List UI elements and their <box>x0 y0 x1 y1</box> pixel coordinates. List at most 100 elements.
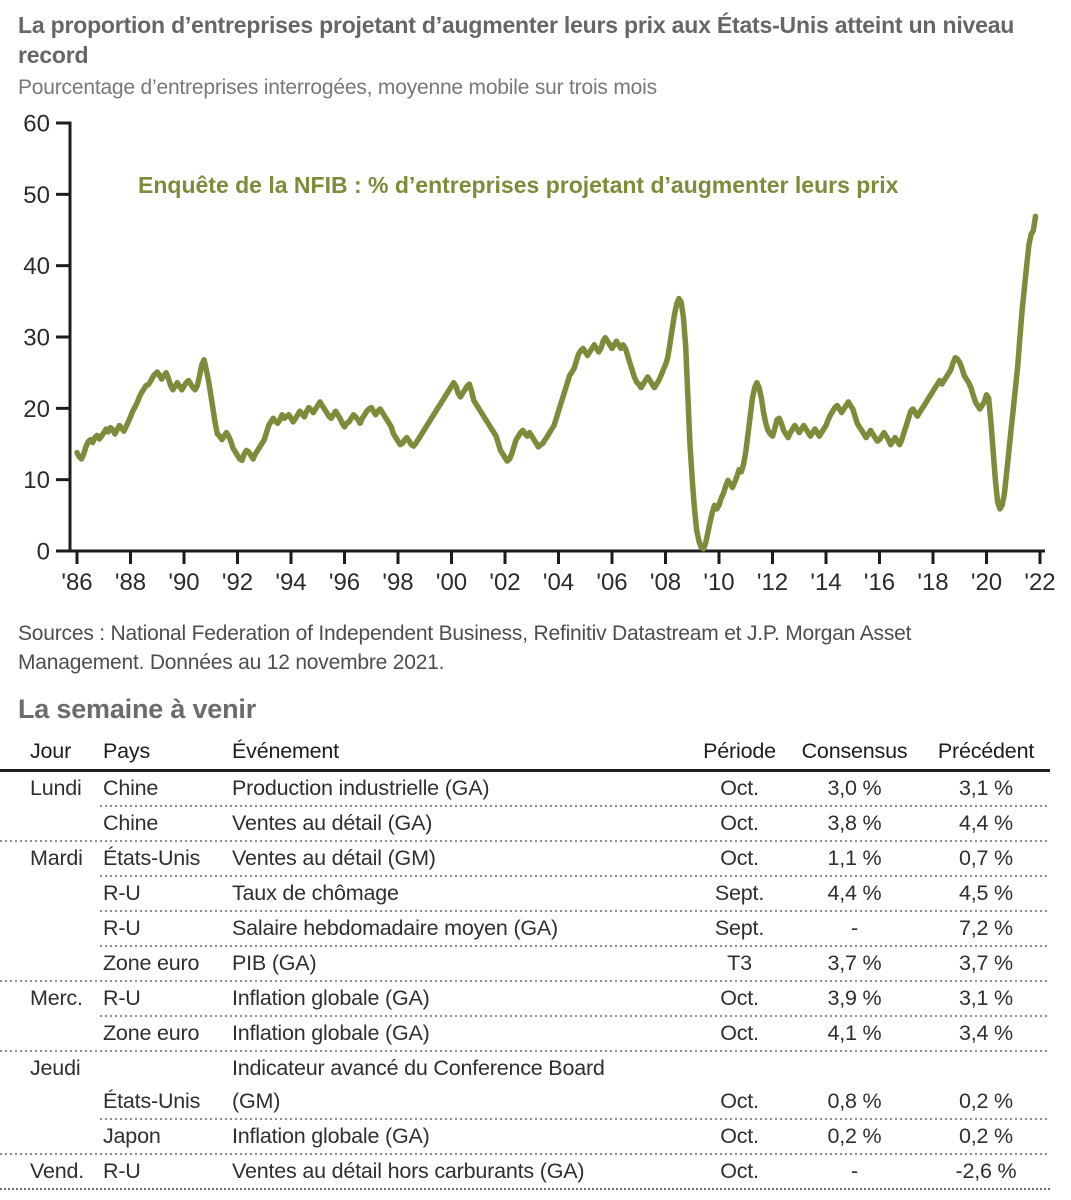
y-tick-label: 30 <box>23 324 50 351</box>
cell-evenement: Inflation globale (GA) <box>232 1020 430 1045</box>
row-separator <box>100 1014 1050 1017</box>
x-tick-label: '98 <box>382 569 413 596</box>
cell-periode: Oct. <box>720 775 759 800</box>
cell-jour: Lundi <box>30 775 82 800</box>
table-row: Mardi États-Unis Ventes au détail (GM) Oct.… <box>30 842 1050 875</box>
cell-jour: Mardi <box>30 845 83 870</box>
cell-precedent: 0,7 % <box>959 845 1013 870</box>
row-separator <box>100 909 1050 912</box>
chart-canvas: 0 10 20 30 40 50 60 '86 '88 '90 '92 '94 '96 '98 '00 '02… <box>23 110 1055 596</box>
chart-header: La proportion d’entreprises projetant d’… <box>0 0 1071 100</box>
cell-periode: Oct. <box>720 810 759 835</box>
x-tick-label: '02 <box>489 569 520 596</box>
y-tick-label: 40 <box>23 253 50 280</box>
col-header-precedent: Précédent <box>937 739 1035 764</box>
cell-evenement: Inflation globale (GA) <box>232 1123 430 1148</box>
row-separator <box>100 944 1050 947</box>
cell-consensus: 3,8 % <box>827 810 882 835</box>
cell-periode: Oct. <box>720 1088 759 1113</box>
cell-pays: R-U <box>103 1158 141 1183</box>
cell-evenement: Inflation globale (GA) <box>232 985 430 1010</box>
nfib-line-chart: 0 10 20 30 40 50 60 '86 '88 '90 '92 '94 '96 '98 '00 '02… <box>0 106 1071 608</box>
table-row: Lundi Chine Production industrielle (GA) Oc… <box>30 772 1050 805</box>
y-tick-label: 10 <box>23 467 50 494</box>
week-ahead-heading: La semaine à venir <box>18 693 257 724</box>
cell-jour: Merc. <box>30 985 83 1010</box>
cell-pays: R-U <box>103 985 141 1010</box>
cell-evenement: Indicateur avancé du Conference Board <box>232 1055 605 1080</box>
cell-periode: Oct. <box>720 845 759 870</box>
table-row: Vend. R-U Ventes au détail hors carburants… <box>30 1155 1050 1188</box>
x-tick-label: '04 <box>543 569 574 596</box>
cell-precedent: 3,4 % <box>959 1020 1013 1045</box>
table-row: Jeudi Indicateur avancé du Conference Boa… <box>30 1052 1050 1085</box>
cell-precedent: 0,2 % <box>959 1088 1013 1113</box>
row-separator <box>0 1049 1050 1052</box>
cell-periode: Oct. <box>720 985 759 1010</box>
cell-periode: Sept. <box>714 880 765 905</box>
y-tick-label: 50 <box>23 182 50 209</box>
y-tick-label: 20 <box>23 396 50 423</box>
cell-pays: États-Unis <box>103 1088 201 1113</box>
cell-precedent: 7,2 % <box>959 915 1013 940</box>
cell-periode: Sept. <box>714 915 765 940</box>
week-ahead-table: Jour Pays Événement Période Consensus Pr… <box>0 735 1071 1190</box>
col-header-pays: Pays <box>103 739 150 764</box>
table-row: Zone euro Inflation globale (GA) Oct. 4,1 %… <box>30 1017 1050 1050</box>
table-row: Merc. R-U Inflation globale (GA) Oct. 3,9 % 3… <box>30 982 1050 1015</box>
cell-evenement: Ventes au détail (GA) <box>232 810 433 835</box>
cell-jour: Jeudi <box>30 1055 81 1080</box>
row-separator <box>0 1187 1050 1190</box>
cell-consensus: - <box>851 1158 858 1183</box>
table-row: R-U Salaire hebdomadaire moyen (GA) Sept. -… <box>30 912 1050 945</box>
row-separator <box>0 979 1050 982</box>
cell-consensus: 0,2 % <box>827 1123 882 1148</box>
cell-precedent: 3,1 % <box>959 985 1013 1010</box>
y-tick-label: 0 <box>37 538 50 565</box>
table-row: Zone euro PIB (GA) T3 3,7 % 3,7 % <box>30 947 1050 980</box>
x-tick-label: '22 <box>1024 569 1055 596</box>
row-separator <box>0 1152 1050 1155</box>
cell-evenement: Ventes au détail hors carburants (GA) <box>232 1158 585 1183</box>
cell-pays: Zone euro <box>103 950 200 975</box>
x-tick-label: '96 <box>329 569 360 596</box>
series-legend-label: Enquête de la NFIB : % d’entreprises pro… <box>138 172 899 198</box>
cell-pays: Chine <box>103 810 159 835</box>
cell-consensus: - <box>851 915 858 940</box>
cell-pays: Zone euro <box>103 1020 200 1045</box>
cell-periode: Oct. <box>720 1158 759 1183</box>
cell-evenement: Ventes au détail (GM) <box>232 845 436 870</box>
table-row: États-Unis (GM) Oct. 0,8 % 0,2 % <box>30 1085 1050 1118</box>
x-tick-label: '10 <box>703 569 734 596</box>
x-tick-label: '90 <box>168 569 199 596</box>
row-separator <box>100 874 1050 877</box>
cell-consensus: 3,9 % <box>827 985 882 1010</box>
x-tick-label: '86 <box>61 569 92 596</box>
table-header-rule <box>0 768 1050 772</box>
cell-pays: R-U <box>103 915 141 940</box>
page-subtitle: Pourcentage d’entreprises interrogées, m… <box>18 75 657 99</box>
x-tick-label: '18 <box>917 569 948 596</box>
x-tick-label: '16 <box>864 569 895 596</box>
cell-consensus: 0,8 % <box>827 1088 882 1113</box>
cell-pays: Japon <box>103 1123 161 1148</box>
y-tick-label: 60 <box>23 110 50 137</box>
cell-periode: Oct. <box>720 1123 759 1148</box>
col-header-periode: Période <box>703 739 776 764</box>
cell-evenement: (GM) <box>232 1088 281 1113</box>
cell-jour: Vend. <box>30 1158 84 1183</box>
cell-consensus: 1,1 % <box>827 845 882 870</box>
row-separator <box>100 1117 1050 1120</box>
table-row: R-U Taux de chômage Sept. 4,4 % 4,5 % <box>30 877 1050 910</box>
cell-pays: R-U <box>103 880 141 905</box>
cell-precedent: 3,7 % <box>959 950 1013 975</box>
col-header-consensus: Consensus <box>801 739 908 764</box>
cell-precedent: 0,2 % <box>959 1123 1013 1148</box>
x-tick-label: '00 <box>436 569 467 596</box>
table-row: Japon Inflation globale (GA) Oct. 0,2 % 0,2 … <box>30 1120 1050 1153</box>
cell-consensus: 3,7 % <box>827 950 882 975</box>
cell-evenement: Salaire hebdomadaire moyen (GA) <box>232 915 559 940</box>
x-tick-label: '06 <box>596 569 627 596</box>
x-tick-label: '94 <box>275 569 306 596</box>
cell-evenement: Taux de chômage <box>232 880 399 905</box>
